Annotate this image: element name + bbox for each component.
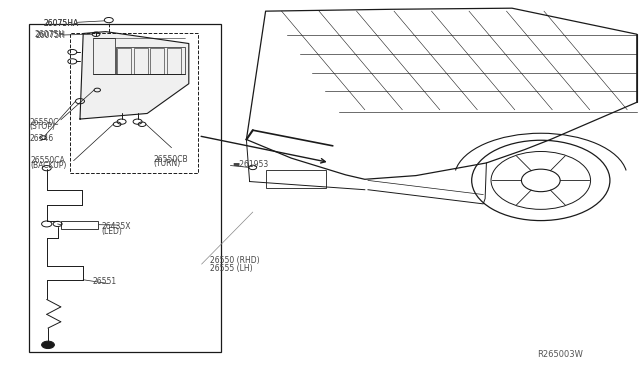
Bar — [266, 170, 326, 188]
Text: 26075HA: 26075HA — [44, 19, 79, 28]
Bar — [116, 47, 185, 74]
Bar — [167, 48, 181, 74]
Text: (TURN): (TURN) — [154, 159, 181, 168]
Polygon shape — [80, 32, 189, 119]
Text: 26075H: 26075H — [35, 31, 65, 39]
Text: (STOP): (STOP) — [29, 122, 55, 131]
Text: ▬261953: ▬261953 — [232, 160, 269, 169]
Text: (LED): (LED) — [101, 227, 122, 236]
Text: 26550CB: 26550CB — [154, 155, 188, 164]
Bar — [93, 38, 115, 74]
Text: 26075HA: 26075HA — [44, 19, 79, 28]
Text: 26550C: 26550C — [29, 118, 59, 126]
Bar — [70, 33, 198, 173]
Text: R265003W: R265003W — [538, 350, 584, 359]
Text: 26551: 26551 — [93, 278, 117, 286]
Bar — [29, 24, 221, 352]
Text: (BACKUP): (BACKUP) — [31, 161, 67, 170]
Circle shape — [42, 341, 54, 349]
Text: 26435X: 26435X — [101, 222, 131, 231]
Text: 26550CA: 26550CA — [31, 156, 65, 165]
Bar — [150, 48, 164, 74]
Bar — [134, 48, 148, 74]
Text: 26075H: 26075H — [36, 31, 66, 40]
Text: 26555 (LH): 26555 (LH) — [210, 264, 253, 273]
Text: 26346: 26346 — [29, 134, 54, 143]
Bar — [61, 221, 98, 229]
Text: 26550 (RHD): 26550 (RHD) — [210, 256, 260, 265]
Bar — [117, 48, 131, 74]
Polygon shape — [246, 8, 637, 179]
